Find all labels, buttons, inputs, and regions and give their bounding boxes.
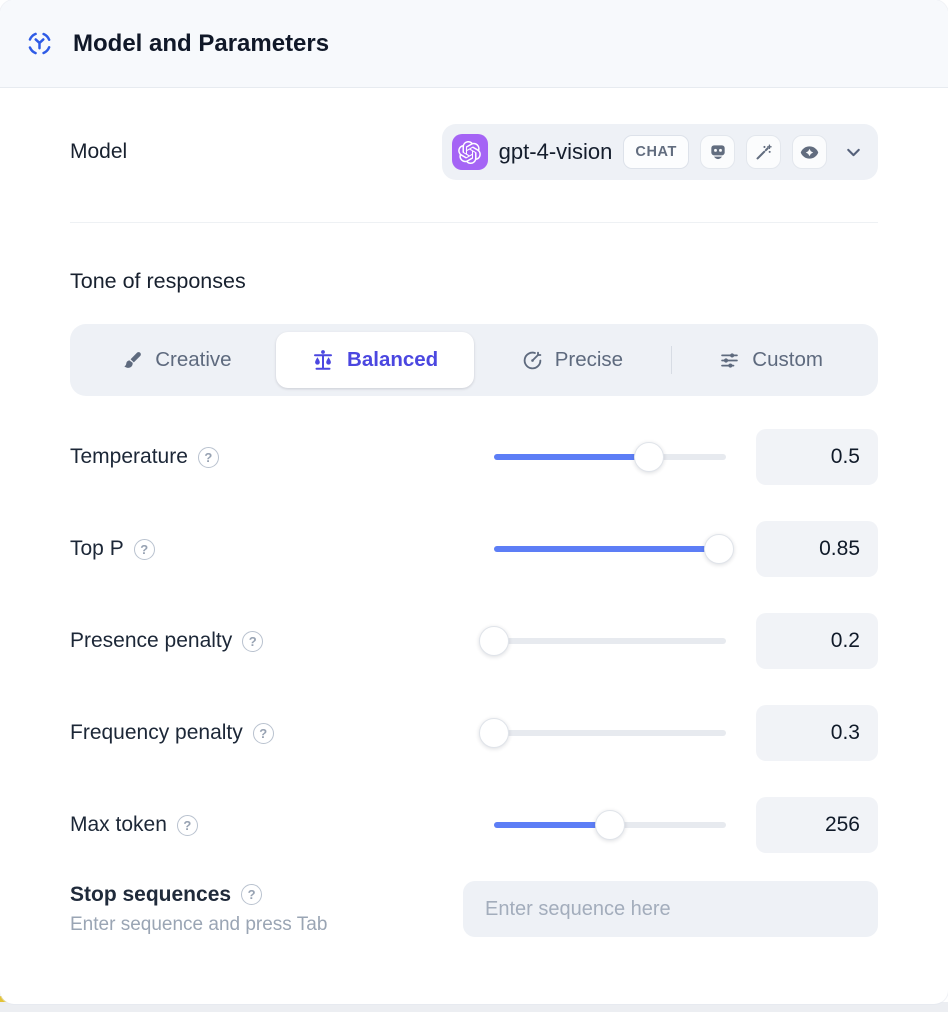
tone-option-label: Precise — [554, 348, 624, 371]
magic-wand-icon — [746, 135, 781, 169]
top-p-value[interactable]: 0.85 — [756, 521, 878, 577]
model-select-dropdown[interactable]: gpt-4-vision CHAT — [441, 124, 878, 180]
openai-logo — [451, 134, 488, 170]
frequency-penalty-value[interactable]: 0.3 — [756, 705, 878, 761]
slider-track[interactable] — [494, 638, 726, 644]
parameter-row-frequency-penalty: Frequency penalty ? 0.3 — [70, 705, 878, 761]
max-token-slider[interactable] — [494, 810, 726, 840]
max-token-label: Max token — [70, 813, 167, 836]
model-row: Model gpt-4-vision CHAT — [70, 124, 878, 180]
tone-option-label: Creative — [155, 348, 232, 371]
slider-fill — [494, 822, 610, 828]
tone-option-precise[interactable]: Precise — [474, 332, 672, 388]
slider-thumb[interactable] — [595, 810, 625, 840]
slider-thumb[interactable] — [704, 534, 735, 564]
presence-penalty-value[interactable]: 0.2 — [756, 613, 878, 669]
tone-segmented-control: Creative Balanced — [70, 324, 878, 396]
slider-thumb[interactable] — [479, 626, 509, 656]
temperature-label: Temperature — [70, 445, 188, 468]
tone-option-creative[interactable]: Creative — [78, 332, 276, 388]
chevron-down-icon[interactable] — [843, 142, 864, 163]
panel-header: Model and Parameters — [0, 0, 948, 88]
slider-thumb[interactable] — [634, 442, 665, 472]
presence-penalty-label: Presence penalty — [70, 629, 233, 652]
tone-option-balanced[interactable]: Balanced — [275, 332, 474, 388]
sliders-icon — [719, 350, 740, 371]
parameter-row-top-p: Top P ? 0.85 — [70, 521, 878, 577]
temperature-value[interactable]: 0.5 — [756, 429, 878, 485]
robot-icon — [700, 135, 735, 169]
help-icon[interactable]: ? — [176, 814, 198, 836]
help-icon[interactable]: ? — [197, 446, 219, 468]
parameter-row-presence-penalty: Presence penalty ? 0.2 — [70, 613, 878, 669]
temperature-slider[interactable] — [494, 442, 726, 472]
slider-fill — [494, 454, 650, 460]
help-icon[interactable]: ? — [242, 630, 264, 652]
parameter-row-max-token: Max token ? 256 — [70, 797, 878, 853]
section-divider — [70, 222, 878, 223]
stop-sequences-label: Stop sequences — [70, 882, 232, 906]
help-icon[interactable]: ? — [241, 884, 263, 905]
tone-option-custom[interactable]: Custom — [672, 332, 870, 388]
tone-option-label: Balanced — [347, 348, 439, 371]
vision-eye-icon — [792, 135, 827, 169]
stop-sequences-hint: Enter sequence and press Tab — [70, 913, 328, 935]
max-token-value[interactable]: 256 — [756, 797, 878, 853]
top-p-slider[interactable] — [494, 534, 735, 564]
paintbrush-icon — [122, 350, 143, 371]
tone-option-label: Custom — [752, 348, 823, 371]
help-icon[interactable]: ? — [133, 538, 155, 560]
help-icon[interactable]: ? — [252, 722, 274, 744]
presence-penalty-slider[interactable] — [479, 626, 726, 656]
model-hub-icon — [26, 30, 53, 57]
page-background-strip — [0, 1002, 948, 1012]
stop-sequence-input[interactable] — [463, 881, 878, 937]
tone-heading: Tone of responses — [70, 269, 246, 293]
stop-sequences-row: Stop sequences ? Enter sequence and pres… — [70, 881, 878, 937]
parameter-row-temperature: Temperature ? 0.5 — [70, 429, 878, 485]
model-type-badge: CHAT — [623, 135, 689, 169]
frequency-penalty-slider[interactable] — [479, 718, 726, 748]
target-arrow-icon — [522, 350, 543, 371]
tone-option-divider — [671, 346, 673, 374]
model-label: Model — [70, 140, 128, 163]
balance-scale-icon — [311, 348, 335, 372]
slider-fill — [494, 546, 720, 552]
model-name: gpt-4-vision — [498, 139, 613, 164]
panel-title: Model and Parameters — [73, 29, 330, 57]
slider-thumb[interactable] — [479, 718, 509, 748]
slider-track[interactable] — [494, 730, 726, 736]
frequency-penalty-label: Frequency penalty — [70, 721, 243, 744]
top-p-label: Top P — [70, 537, 124, 560]
